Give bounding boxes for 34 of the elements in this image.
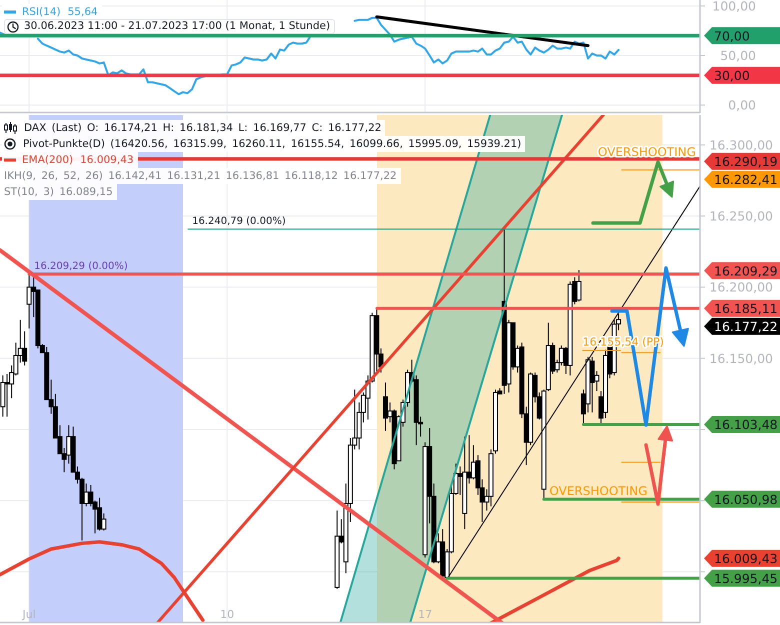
y-tick-label: 16.250,00 bbox=[709, 208, 774, 224]
annotation: Pivot-Punkte(D) (16420.56, 16315.99, 16260.11, 16155.54, 16099.66, 15995.09, 15939.21) bbox=[23, 137, 522, 152]
y-tick-label: 50,00 bbox=[720, 48, 756, 64]
annotation: 16.209,29 (0.00%) bbox=[34, 260, 128, 272]
y-tick-label: 16.200,00 bbox=[709, 280, 774, 295]
y-tick-label: 0,00 bbox=[728, 98, 756, 113]
x-tick-label: Jul bbox=[21, 608, 36, 621]
legend-label: EMA(200) bbox=[22, 153, 74, 168]
data-label: 16.282,41 bbox=[714, 172, 778, 187]
annotation: OVERSHOOTING bbox=[549, 484, 648, 498]
y-tick-label: 16.300,00 bbox=[709, 137, 774, 152]
text: 16.009,43 bbox=[714, 550, 778, 566]
ref-line-label: 16.290,19 bbox=[714, 154, 778, 169]
annotation: OVERSHOOTING bbox=[598, 144, 696, 159]
annotation: 16.240,79 (0.00%) bbox=[192, 216, 286, 228]
annotation: ST(10, 3) 16.089,15 bbox=[4, 185, 113, 200]
data-label: 16.185,11 bbox=[714, 300, 778, 316]
y-tick-label: 100,00 bbox=[712, 0, 756, 14]
annotation: DAX (Last) O: 16.174,21 H: 16.181,34 L: 16.169,77 C: 16.177,22 bbox=[24, 121, 382, 136]
annotation: 55,64 bbox=[68, 5, 98, 20]
ref-line-label: 70,00 bbox=[714, 28, 750, 44]
data-label: 16.050,98 bbox=[714, 492, 778, 507]
text: 16.177,22 bbox=[714, 318, 778, 334]
annotation: 30.06.2023 11:00 - 21.07.2023 17:00 (1 Monat, 1 Stunde) bbox=[24, 20, 330, 33]
data-label: 15.995,45 bbox=[714, 570, 778, 586]
data-label: 16.209,29 bbox=[714, 263, 778, 278]
annotation: 16.009,43 bbox=[80, 153, 134, 168]
y-tick-label: 16.150,00 bbox=[709, 350, 774, 366]
x-tick-label: 10 bbox=[220, 608, 234, 621]
legend-label: RSI(14) bbox=[22, 5, 61, 20]
annotation: IKH(9, 26, 52, 26) 16.142,41 16.131,21 16.136,81 16.118,12 16.177,22 bbox=[4, 169, 397, 184]
data-label: 16.103,48 bbox=[714, 417, 778, 432]
ref-line-label: 30,00 bbox=[714, 68, 750, 83]
x-tick-label: 17 bbox=[418, 608, 432, 621]
